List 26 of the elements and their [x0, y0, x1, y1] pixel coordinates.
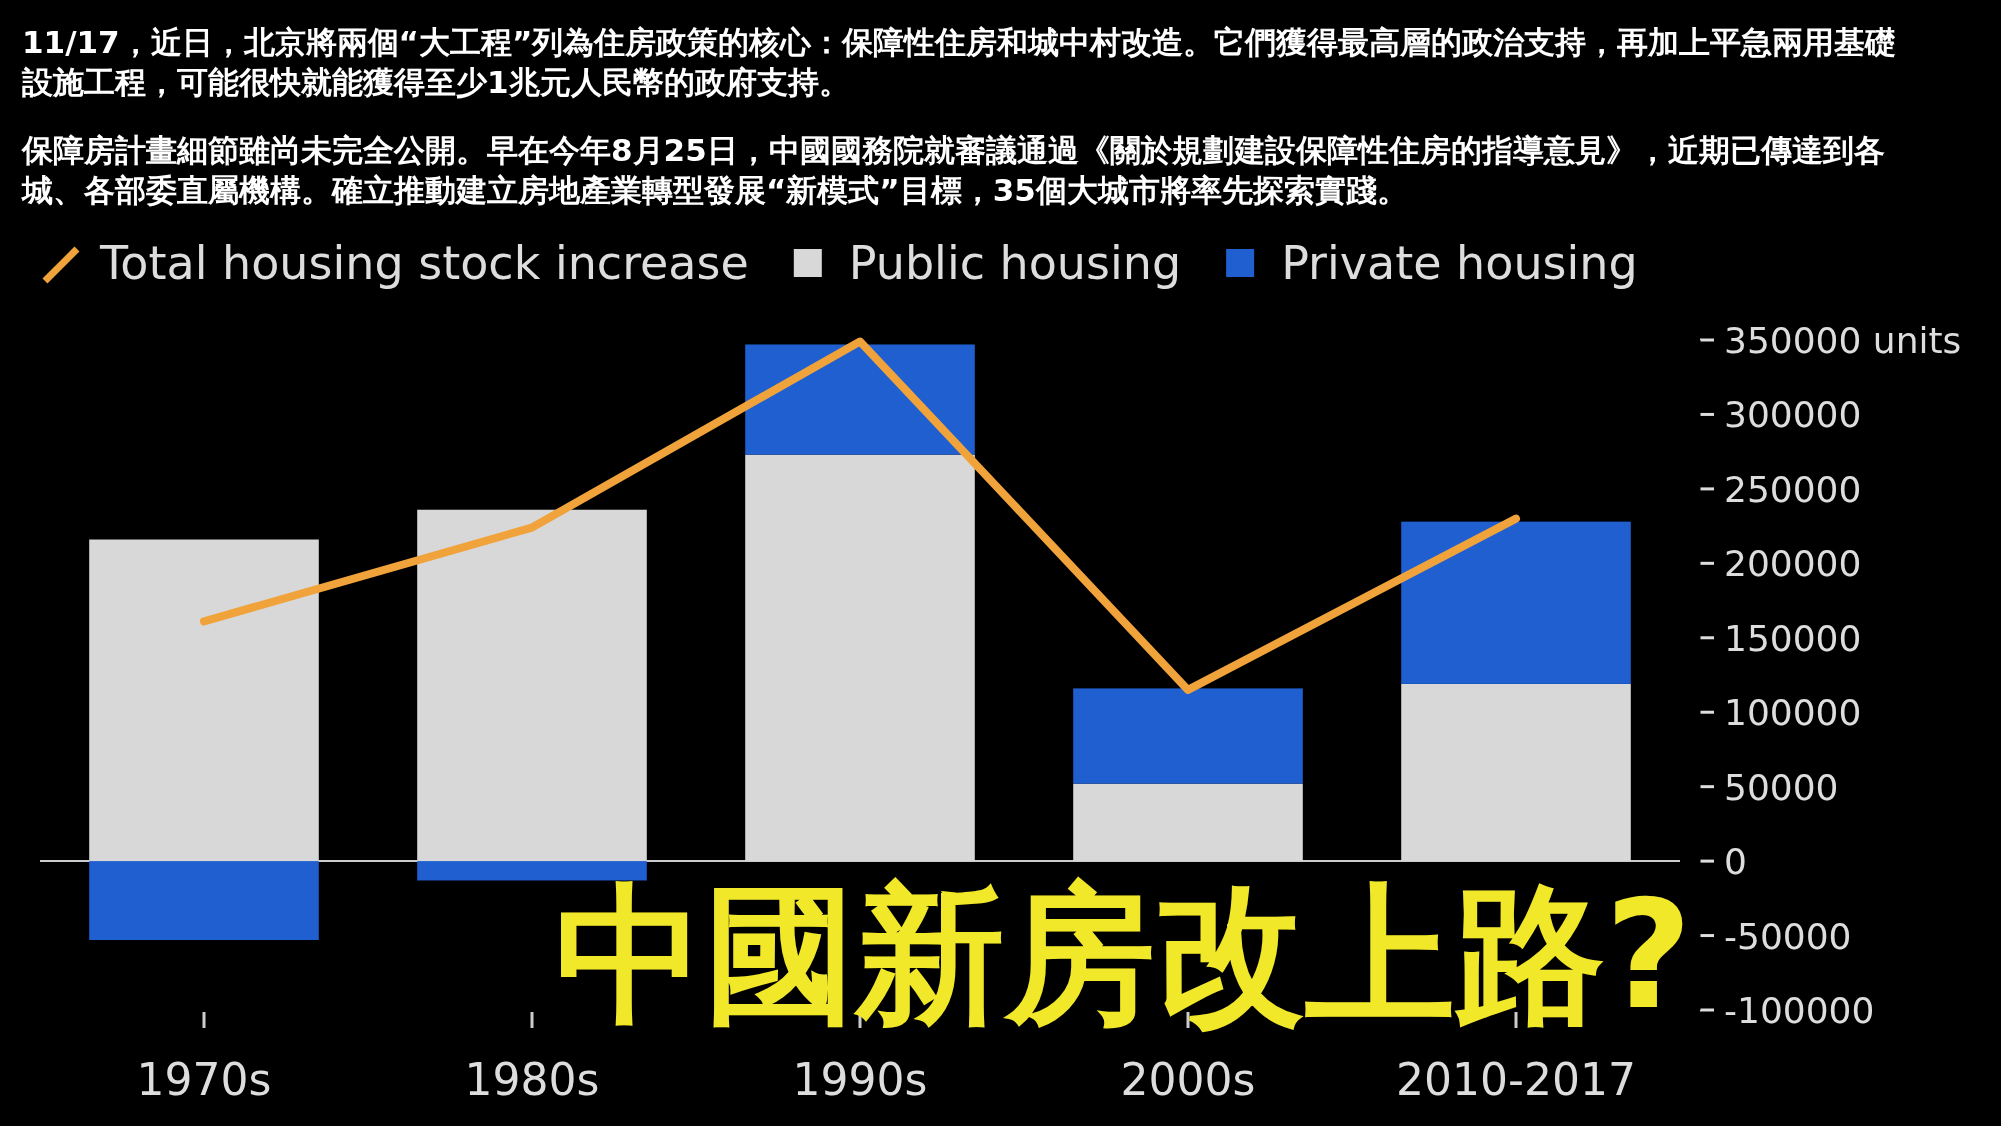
bar: [745, 344, 975, 455]
y-tick-label: 300000: [1724, 394, 1862, 436]
bar: [1073, 688, 1303, 784]
y-tick-label: -50000: [1724, 915, 1852, 957]
legend-label: Total housing stock increase: [99, 236, 749, 290]
bar: [1401, 521, 1631, 684]
chart-subtitle: 保障房計畫細節雖尚未完全公開。早在今年8月25日，中國國務院就審議通過《關於規劃建設保障性住房的指導意見》，近期已傳達到各城、各部委直屬機構。確立推動建立房地產業轉型發展“新模式”目標，35個大城市將率先探索實踐。: [22, 131, 1886, 210]
annotation: 中國新房改上路?: [555, 868, 1693, 1042]
legend-label: Private housing: [1281, 236, 1638, 290]
bar: [417, 861, 647, 881]
y-tick-label: 100000: [1724, 692, 1862, 734]
y-tick-label: 200000: [1724, 543, 1862, 585]
chart-title: 11/17，近日，北京將兩個“大工程”列為住房政策的核心：保障性住房和城中村改造。它們獲得最高層的政治支持，再加上平急兩用基礎設施工程，可能很快就能獲得至少1兆元人民幣的政府支持。: [22, 23, 1898, 102]
legend-label: Public housing: [848, 236, 1182, 290]
y-tick-label: 0: [1724, 841, 1747, 883]
y-tick-label: 50000: [1724, 766, 1839, 808]
x-tick-label: 1970s: [136, 1054, 272, 1105]
y-tick-label: 350000 units: [1724, 320, 1962, 361]
bar: [89, 861, 319, 941]
x-tick-label: 1990s: [792, 1054, 928, 1105]
x-tick-label: 1980s: [464, 1054, 600, 1105]
x-tick-label: 2000s: [1120, 1054, 1256, 1105]
y-tick-label: 150000: [1724, 617, 1862, 659]
y-tick-label: 250000: [1724, 468, 1862, 510]
x-tick-label: 2010-2017: [1396, 1054, 1636, 1105]
y-tick-label: -100000: [1724, 990, 1875, 1031]
